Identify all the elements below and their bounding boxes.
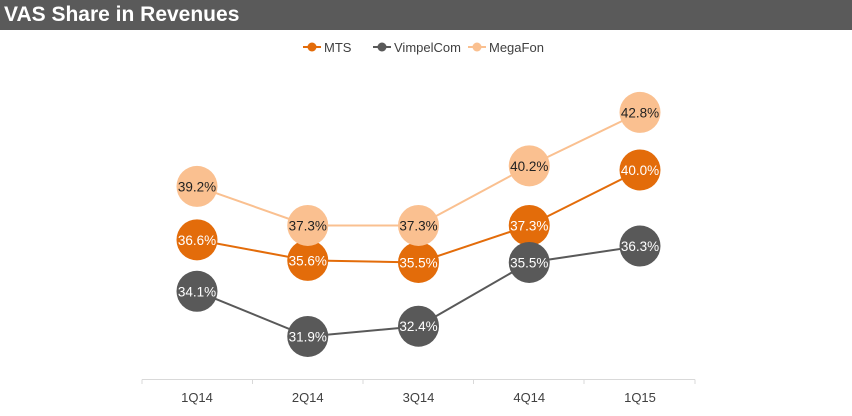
x-tick-label: 4Q14: [513, 390, 545, 405]
data-point: [508, 204, 550, 246]
legend-marker: [307, 42, 317, 52]
data-label: 32.4%: [399, 319, 437, 334]
data-label: 40.2%: [510, 159, 548, 174]
data-point: [176, 219, 218, 261]
legend-marker: [377, 42, 387, 52]
legend-entry: VimpelCom: [373, 40, 461, 55]
data-point: [619, 91, 661, 133]
data-point: [287, 204, 329, 246]
data-point: [619, 149, 661, 191]
data-label: 31.9%: [289, 329, 327, 344]
legend-label: MTS: [324, 40, 352, 55]
x-tick-label: 3Q14: [403, 390, 435, 405]
x-axis: 1Q14 2Q14 3Q14 4Q14 1Q15: [141, 379, 696, 405]
data-label: 35.5%: [510, 255, 548, 270]
chart-title: VAS Share in Revenues: [4, 3, 240, 26]
legend-marker: [472, 42, 482, 52]
legend: MTS VimpelCom MegaFon: [303, 40, 544, 55]
data-points: 36.6% 35.6% 35.5% 37.3% 40.0% 34.1% 31.9% 32.4%…: [176, 91, 661, 357]
data-point: [619, 225, 661, 267]
data-label: 37.3%: [399, 218, 437, 233]
legend-entry: MegaFon: [468, 40, 544, 55]
data-point: [176, 270, 218, 312]
data-point: [287, 315, 329, 357]
data-point: [287, 239, 329, 281]
data-point: [398, 241, 439, 283]
data-label: 39.2%: [178, 179, 216, 194]
data-label: 35.5%: [399, 255, 437, 270]
data-point: [176, 165, 218, 207]
data-label: 40.0%: [621, 163, 659, 178]
x-tick-label: 1Q14: [181, 390, 213, 405]
data-label: 42.8%: [621, 105, 659, 120]
data-label: 36.6%: [178, 233, 216, 248]
data-label: 37.3%: [289, 218, 327, 233]
data-label: 35.6%: [289, 253, 327, 268]
data-point: [508, 145, 550, 187]
data-point: [508, 241, 550, 283]
data-point: [398, 204, 439, 246]
data-label: 36.3%: [621, 239, 659, 254]
legend-label: VimpelCom: [394, 40, 461, 55]
legend-entry: MTS: [303, 40, 352, 55]
legend-label: MegaFon: [489, 40, 544, 55]
x-tick-label: 1Q15: [624, 390, 656, 405]
data-label: 34.1%: [178, 284, 216, 299]
data-point: [398, 305, 439, 347]
data-label: 37.3%: [510, 218, 548, 233]
x-tick-label: 2Q14: [292, 390, 324, 405]
title-bar: VAS Share in Revenues: [0, 0, 852, 30]
